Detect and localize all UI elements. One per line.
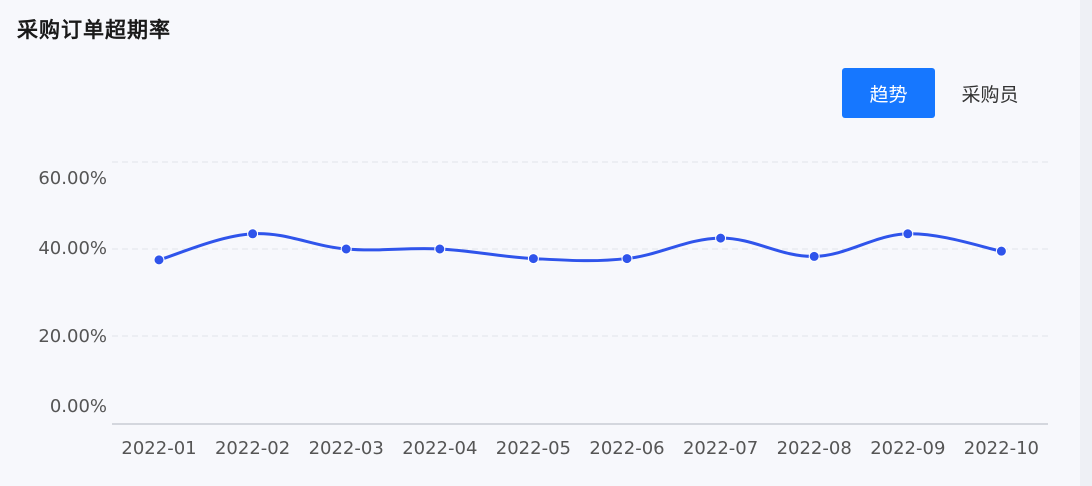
data-point[interactable] bbox=[527, 253, 539, 265]
y-axis-ticks: 0.00% 20.00% 40.00% 60.00% bbox=[38, 168, 107, 417]
data-point[interactable] bbox=[434, 243, 446, 255]
x-axis-ticks: 2022-01 2022-02 2022-03 2022-04 2022-05 2022-… bbox=[121, 438, 1039, 459]
data-point[interactable] bbox=[247, 228, 259, 240]
data-point[interactable] bbox=[715, 232, 727, 244]
x-tick-label: 2022-06 bbox=[589, 438, 664, 459]
chart-title: 采购订单超期率 bbox=[17, 18, 171, 42]
data-point[interactable] bbox=[995, 245, 1007, 257]
panel-border bbox=[1080, 0, 1092, 486]
y-tick-label: 0.00% bbox=[50, 396, 107, 417]
x-tick-label: 2022-04 bbox=[402, 438, 477, 459]
data-point[interactable] bbox=[621, 253, 633, 265]
x-tick-label: 2022-03 bbox=[309, 438, 384, 459]
x-tick-label: 2022-09 bbox=[870, 438, 945, 459]
tab-buyer[interactable]: 采购员 bbox=[961, 83, 1019, 106]
series-layer bbox=[153, 228, 1007, 266]
data-point[interactable] bbox=[808, 250, 820, 262]
x-tick-label: 2022-07 bbox=[683, 438, 758, 459]
tab-trend[interactable]: 趋势 bbox=[842, 68, 935, 118]
x-tick-label: 2022-10 bbox=[964, 438, 1039, 459]
y-tick-label: 40.00% bbox=[38, 238, 107, 259]
x-tick-label: 2022-05 bbox=[496, 438, 571, 459]
x-tick-label: 2022-02 bbox=[215, 438, 290, 459]
grid-lines bbox=[112, 161, 1048, 337]
y-tick-label: 60.00% bbox=[38, 168, 107, 189]
x-tick-label: 2022-01 bbox=[121, 438, 196, 459]
data-point[interactable] bbox=[902, 228, 914, 240]
series-line bbox=[157, 232, 1003, 263]
data-point[interactable] bbox=[153, 254, 165, 266]
x-tick-label: 2022-08 bbox=[777, 438, 852, 459]
data-point[interactable] bbox=[340, 243, 352, 255]
y-tick-label: 20.00% bbox=[38, 326, 107, 347]
